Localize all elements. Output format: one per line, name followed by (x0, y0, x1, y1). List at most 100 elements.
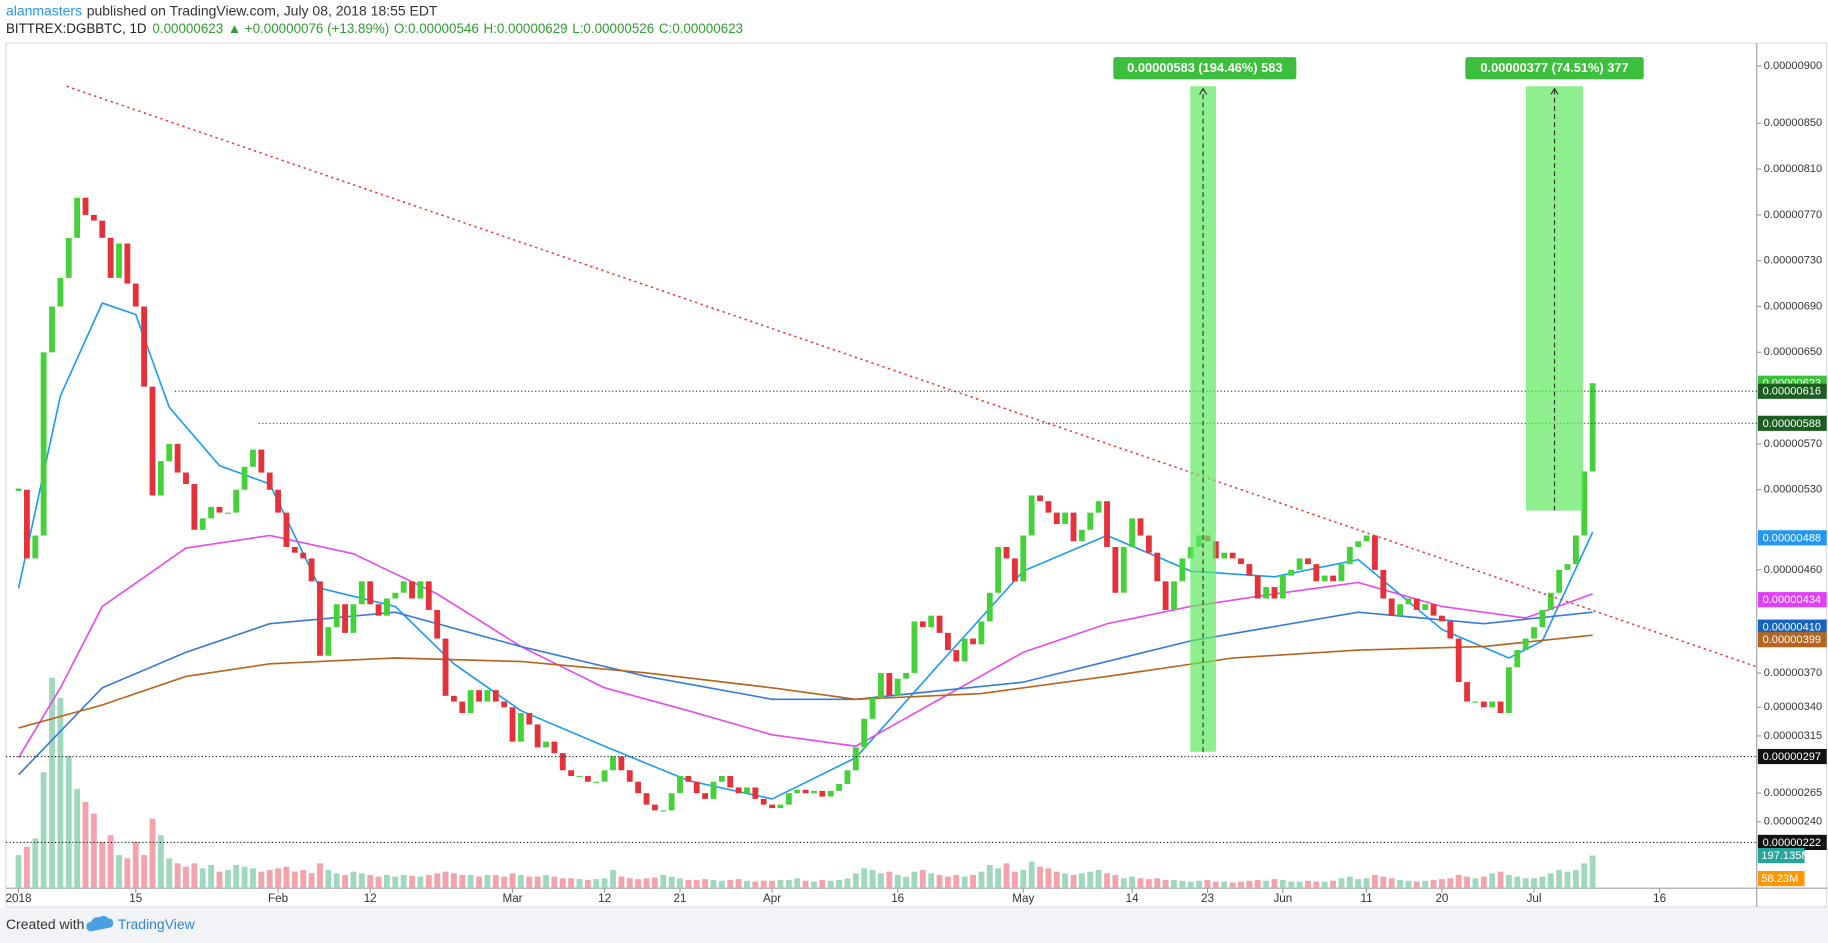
volume-bar (610, 869, 616, 889)
candle-body (861, 718, 868, 748)
candle-body (534, 724, 541, 748)
candle-body (593, 781, 600, 783)
volume-bar (1355, 879, 1362, 889)
volume-bar (1104, 873, 1110, 889)
volume-bar (643, 878, 650, 889)
candle-body (1087, 512, 1094, 530)
volume-bar (191, 863, 198, 889)
volume-bar (660, 874, 667, 889)
candle-body (1413, 598, 1420, 610)
candle-body (1112, 546, 1119, 593)
volume-bar (970, 874, 976, 889)
candle-body (342, 604, 348, 633)
candle-body (1581, 471, 1588, 536)
x-tick-label: 16 (1653, 892, 1666, 905)
candle-body (1296, 558, 1303, 570)
candle-body (986, 592, 993, 622)
candle-body (400, 581, 407, 593)
volume-bar (1254, 879, 1261, 889)
footer-brand[interactable]: TradingView (118, 916, 196, 932)
change: ▲ +0.00000076 (+13.89%) (228, 21, 389, 36)
volume-bar (526, 876, 533, 889)
x-tick-label: Apr (763, 892, 781, 905)
x-tick-label: 2018 (6, 892, 32, 905)
symbol: BITTREX:DGBBTC, 1D (6, 21, 147, 36)
candle-body (1254, 575, 1261, 599)
volume-bar (501, 876, 508, 889)
volume-bar (517, 874, 524, 889)
volume-bar (124, 858, 131, 889)
volume-bar (484, 874, 491, 889)
y-tick-label: 0.00000690 (1764, 300, 1822, 312)
candle-body (350, 604, 357, 633)
volume-bar (1053, 871, 1060, 889)
candle-body (501, 701, 508, 708)
candle-body (1405, 598, 1412, 605)
candle-body (375, 604, 382, 616)
candle-body (1095, 501, 1102, 513)
volume-bar (668, 876, 675, 889)
candle-body (1514, 650, 1521, 668)
candle-body (291, 546, 298, 553)
volume-bar (945, 876, 951, 889)
candle-body (74, 197, 81, 238)
candle-body (1003, 546, 1010, 559)
candle-body (1020, 535, 1027, 582)
volume-bar (1238, 881, 1244, 889)
volume-bar (1129, 876, 1136, 889)
volume-bar (978, 871, 985, 889)
volume-bar (1279, 879, 1286, 889)
x-tick-label: 16 (891, 892, 904, 905)
volume-bar (23, 846, 30, 889)
candle-body (568, 770, 575, 776)
volume-bar (1011, 871, 1018, 889)
volume-bar (534, 876, 541, 889)
x-tick-label: 14 (1126, 892, 1139, 905)
price-badge (1757, 530, 1827, 546)
volume-bar (1271, 879, 1278, 889)
volume-bar (1154, 878, 1161, 889)
candle-body (258, 449, 265, 473)
volume-bar (1179, 880, 1186, 889)
volume-badge (1757, 870, 1805, 887)
volume-bar (40, 772, 47, 889)
volume-bar (1572, 869, 1579, 889)
candle-body (643, 793, 650, 805)
candle-body (685, 775, 692, 782)
candle-body (107, 237, 114, 278)
volume-bar (878, 873, 884, 889)
volume-bar (1506, 874, 1512, 889)
candle-body (1439, 615, 1445, 622)
volume-bar (333, 873, 340, 889)
candle-body (752, 787, 759, 799)
volume-bar (400, 874, 407, 889)
volume-bar (434, 873, 441, 889)
candle-body (1229, 552, 1236, 559)
volume-bar (1346, 876, 1353, 889)
volume-bar (601, 878, 608, 889)
measure-arrow-head (1550, 87, 1559, 95)
moving-average (17, 611, 1593, 776)
candle-body (1489, 701, 1496, 708)
volume-bar (116, 855, 122, 889)
volume-bar (149, 818, 156, 889)
volume-bar (1020, 869, 1027, 889)
candle-body (216, 506, 223, 513)
candle-body (99, 220, 106, 238)
volume-bar (1380, 876, 1387, 889)
volume-bar (451, 873, 457, 889)
author[interactable]: alanmasters (6, 2, 82, 18)
candle-body (224, 512, 231, 514)
volume-bar (953, 874, 960, 889)
volume-bar (626, 878, 633, 889)
candle-body (467, 690, 474, 714)
volume-bar (836, 879, 842, 889)
trendline (66, 85, 1758, 668)
candle-body (1037, 495, 1043, 502)
tradingview-logo[interactable] (86, 915, 114, 932)
candle-body (844, 770, 851, 785)
measure-arrow-head (1199, 87, 1208, 95)
volume-bar (157, 835, 164, 889)
